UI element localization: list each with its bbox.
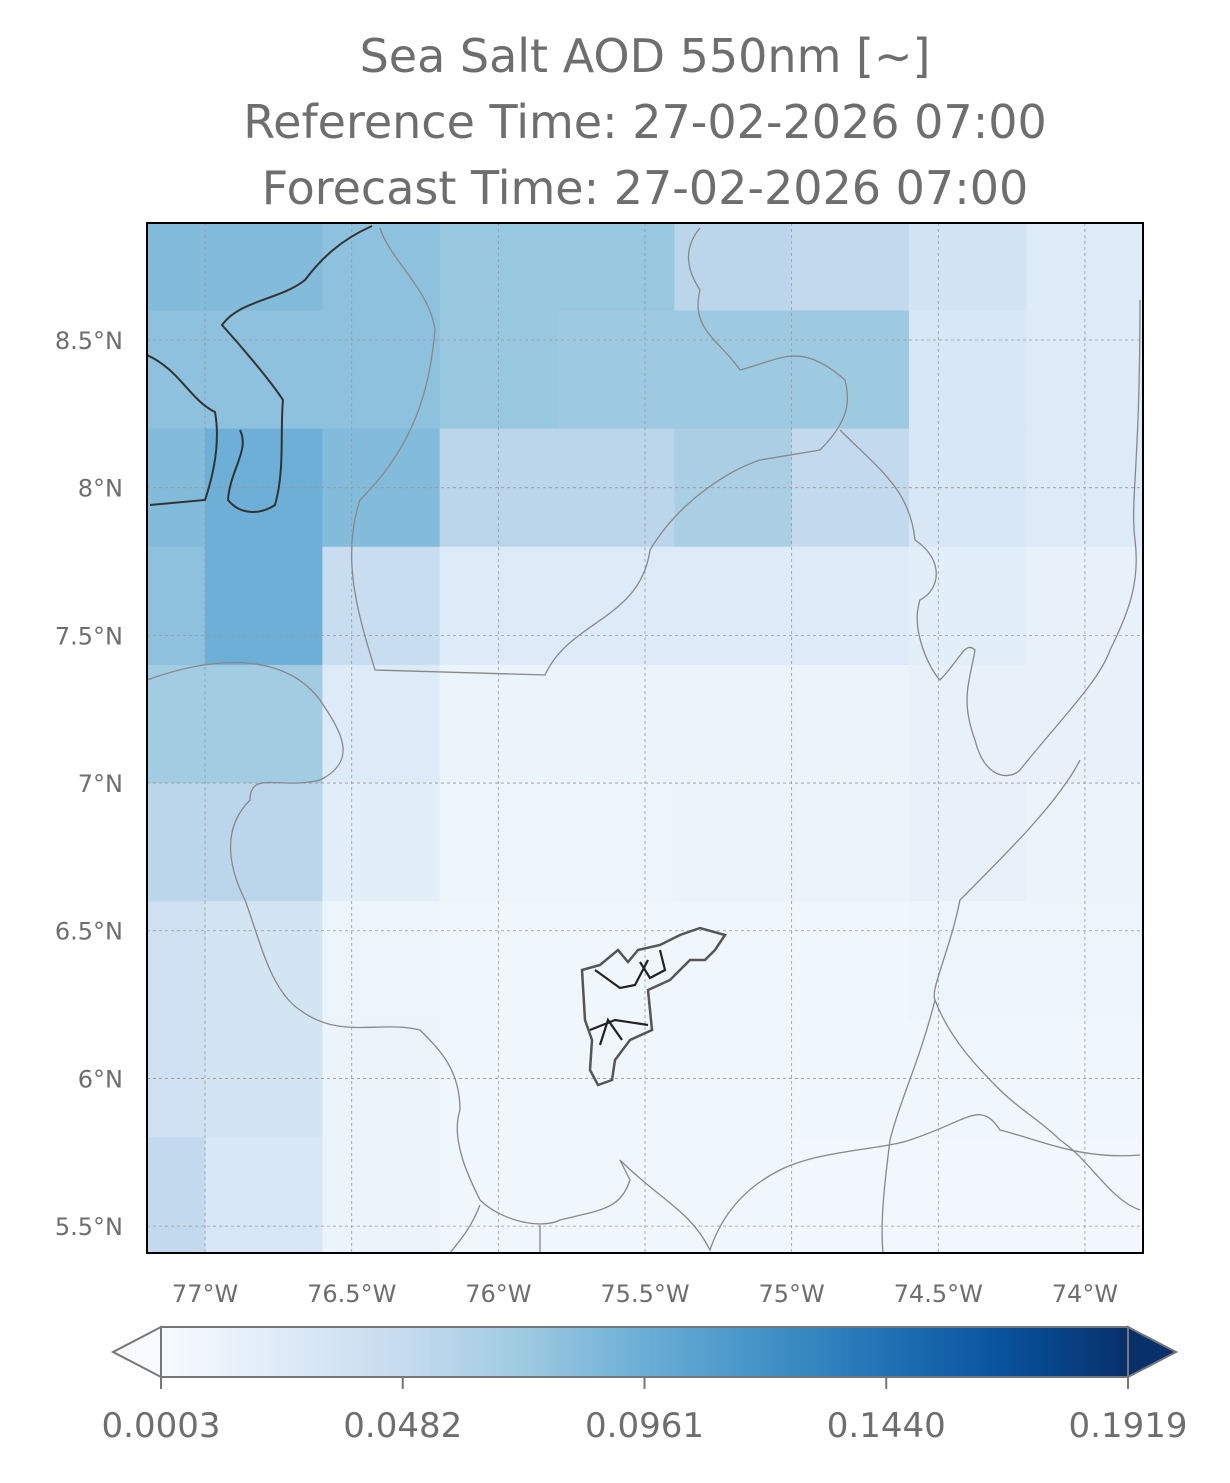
aod-cell — [557, 310, 675, 430]
y-tick-label: 8°N — [78, 475, 123, 503]
x-tick-label: 77°W — [172, 1280, 238, 1308]
x-tick-label: 76°W — [465, 1280, 531, 1308]
y-tick-label: 5.5°N — [55, 1213, 123, 1241]
aod-cell — [147, 1137, 206, 1253]
colorbar-tick-label: 0.1919 — [1069, 1406, 1188, 1446]
aod-cell — [1026, 901, 1143, 1020]
title: Sea Salt AOD 550nm [~] Reference Time: 27… — [243, 29, 1046, 215]
aod-cell — [908, 901, 1027, 1020]
aod-cell — [908, 783, 1027, 902]
aod-cell — [791, 901, 910, 1020]
aod-cell — [791, 783, 910, 902]
aod-cell — [322, 901, 441, 1020]
aod-cell — [557, 664, 675, 784]
title-line: Reference Time: 27-02-2026 07:00 — [243, 95, 1046, 149]
y-tick-label: 7°N — [78, 770, 123, 798]
aod-cell — [557, 901, 675, 1020]
aod-cell — [205, 783, 323, 902]
aod-cell — [1026, 546, 1143, 666]
plot-frame — [146, 222, 1144, 1254]
aod-cell — [322, 664, 441, 784]
aod-cell — [674, 428, 793, 548]
aod-cell — [439, 546, 558, 666]
y-tick-label: 6.5°N — [55, 918, 123, 946]
aod-cell — [674, 1019, 793, 1139]
aod-cell — [322, 1137, 441, 1253]
colorbar-tick-label: 0.0961 — [585, 1406, 704, 1446]
aod-cell — [791, 310, 910, 430]
x-tick-label: 75.5°W — [600, 1280, 689, 1308]
y-tick-label: 7.5°N — [55, 622, 123, 650]
colorbar-tick-label: 0.0482 — [343, 1406, 462, 1446]
aod-cell — [147, 783, 206, 902]
aod-cell — [908, 1019, 1027, 1139]
aod-cell — [147, 901, 206, 1020]
aod-cell — [791, 546, 910, 666]
aod-cell — [147, 310, 206, 430]
aod-cell — [147, 664, 206, 784]
aod-cell — [674, 223, 793, 311]
y-tick-label: 6°N — [78, 1065, 123, 1093]
aod-cell — [791, 1137, 910, 1253]
aod-cell — [439, 901, 558, 1020]
aod-cell — [557, 223, 675, 311]
aod-cell — [908, 1137, 1027, 1253]
aod-cell — [205, 310, 323, 430]
aod-cell — [205, 1137, 323, 1253]
y-tick-label: 8.5°N — [55, 327, 123, 355]
title-line: Forecast Time: 27-02-2026 07:00 — [262, 161, 1028, 215]
aod-cell — [908, 310, 1027, 430]
x-tick-label: 74.5°W — [894, 1280, 983, 1308]
colorbar-tick-label: 0.1440 — [827, 1406, 946, 1446]
colorbar-tick-label: 0.0003 — [102, 1406, 221, 1446]
aod-cell — [322, 310, 441, 430]
aod-cell — [908, 428, 1027, 548]
aod-cell — [674, 1137, 793, 1253]
aod-cell — [205, 546, 323, 666]
aod-cell — [322, 546, 441, 666]
title-line: Sea Salt AOD 550nm [~] — [360, 29, 931, 83]
colorbar-extend-low — [110, 1325, 162, 1379]
aod-cell — [205, 901, 323, 1020]
aod-cell — [908, 546, 1027, 666]
colorbar — [161, 1327, 1128, 1377]
aod-cell — [791, 664, 910, 784]
aod-cell — [205, 664, 323, 784]
x-tick-label: 74°W — [1052, 1280, 1118, 1308]
aod-cell — [557, 546, 675, 666]
aod-cell — [147, 223, 206, 311]
aod-cell — [674, 546, 793, 666]
boundaries — [147, 225, 1141, 1253]
aod-cell — [674, 783, 793, 902]
aod-cell — [674, 310, 793, 430]
colorbar-extend-high — [1127, 1325, 1179, 1379]
aod-cell — [908, 664, 1027, 784]
aod-cell — [791, 223, 910, 311]
aod-cell — [557, 1137, 675, 1253]
aod-cell — [147, 546, 206, 666]
aod-cell — [557, 783, 675, 902]
aod-cell — [205, 223, 323, 311]
aod-cell — [908, 223, 1027, 311]
x-tick-label: 75°W — [759, 1280, 825, 1308]
x-tick-label: 76.5°W — [307, 1280, 396, 1308]
aod-cell — [322, 223, 441, 311]
aod-cell — [674, 664, 793, 784]
aod-cell — [322, 783, 441, 902]
